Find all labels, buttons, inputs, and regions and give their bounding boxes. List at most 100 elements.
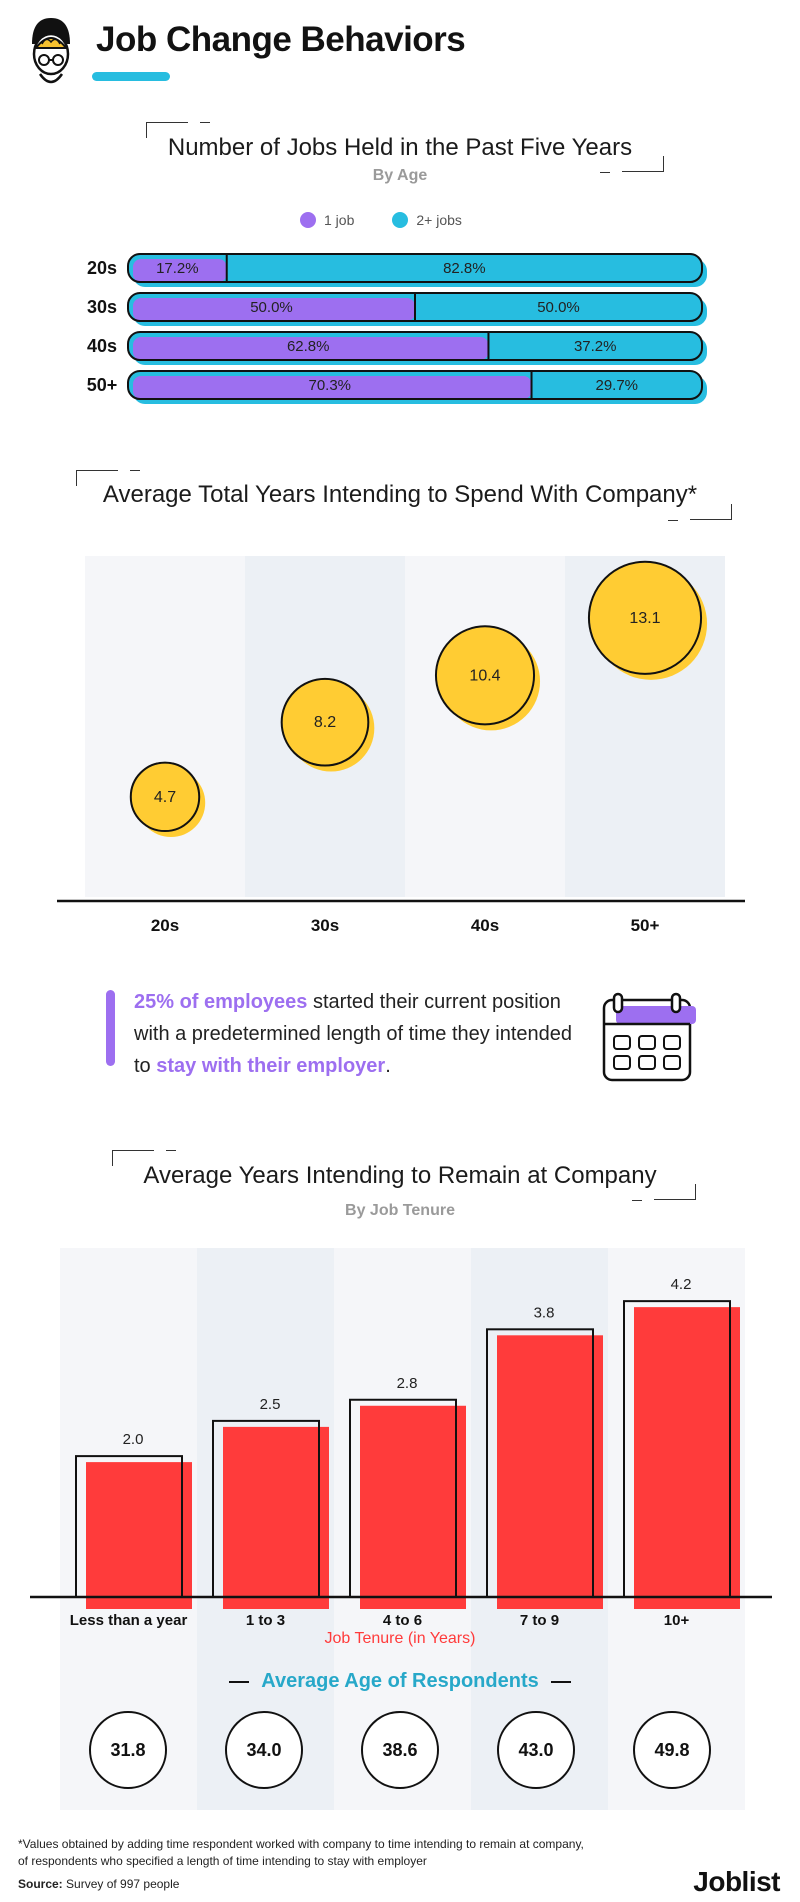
avg-age-circle: 38.6 <box>361 1711 439 1789</box>
source-label: Source: <box>18 1877 63 1891</box>
total-years-chart: 4.7 20s 8.2 30s 10.4 40s 13.1 50+ <box>57 556 745 935</box>
bar-segment-2-jobs <box>128 254 702 282</box>
remain-chart-title: Average Years Intending to Remain at Com… <box>143 1162 657 1189</box>
column-band <box>85 556 245 897</box>
page-title: Job Change Behaviors <box>96 20 466 59</box>
bar-label-2-jobs: 29.7% <box>595 377 638 394</box>
x-tick-label: 1 to 3 <box>246 1612 285 1629</box>
x-tick-label: 30s <box>311 916 339 935</box>
bubble-label: 13.1 <box>629 610 660 627</box>
remain-x-axis-title: Job Tenure (in Years) <box>324 1630 476 1647</box>
bar-outline <box>127 253 703 283</box>
footnote-line-1: *Values obtained by adding time responde… <box>18 1837 584 1851</box>
bar-label-2-jobs: 37.2% <box>574 338 617 355</box>
bar-label-1-job: 17.2% <box>156 260 199 277</box>
bracket-bottom-right <box>622 156 664 172</box>
age-label: 40s <box>87 336 117 356</box>
stat-text-end: . <box>385 1055 391 1077</box>
x-tick-label: 10+ <box>664 1612 690 1629</box>
bar-outline <box>127 370 703 400</box>
jobs-held-chart: 20s 17.2% 82.8% 30s 50.0% 50.0% 40s 62.8% 37.2% 5… <box>87 253 707 404</box>
source-text: Survey of 997 people <box>62 1877 180 1891</box>
avg-age-dash <box>550 1680 571 1683</box>
remain-chart-subtitle: By Job Tenure <box>345 1202 455 1219</box>
bubble <box>129 761 201 833</box>
calendar-icon <box>598 986 698 1086</box>
bar-label-2-jobs: 50.0% <box>537 299 580 316</box>
legend-swatch-1-job <box>300 212 316 228</box>
bar-value-label: 2.8 <box>397 1375 418 1392</box>
bar-segment-1-job <box>133 337 489 360</box>
age-label: 30s <box>87 297 117 317</box>
bar-segment-1-job <box>133 298 415 321</box>
x-tick-label: 20s <box>151 916 179 935</box>
bubble <box>587 560 703 675</box>
bracket-top-left <box>146 122 188 138</box>
legend-swatch-2-jobs <box>392 212 409 228</box>
age-label: 20s <box>87 258 117 278</box>
avg-age-dash <box>229 1680 250 1683</box>
avg-age-circle: 49.8 <box>633 1711 711 1789</box>
bar-segment-1-job <box>133 259 227 282</box>
bar <box>634 1307 740 1609</box>
footnote-line-2: of respondents who specified a length of… <box>18 1854 427 1868</box>
avg-age-header: Average Age of Respondents <box>150 1670 650 1693</box>
avg-age-circle: 43.0 <box>497 1711 575 1789</box>
bar-label-1-job: 70.3% <box>308 377 351 394</box>
bubble-label: 10.4 <box>469 667 500 684</box>
bar-label-1-job: 50.0% <box>250 299 293 316</box>
x-tick-label: 40s <box>471 916 499 935</box>
bracket-dash <box>632 1200 642 1201</box>
bar-value-label: 4.2 <box>671 1276 692 1293</box>
bracket-bottom-right <box>690 504 732 520</box>
bracket-dash <box>130 470 140 471</box>
stat-accent-bar <box>106 990 115 1066</box>
jobs-chart-subtitle: By Age <box>372 167 428 184</box>
bracket-dash <box>668 520 678 521</box>
footnote: *Values obtained by adding time responde… <box>18 1836 638 1893</box>
bar <box>223 1426 329 1609</box>
bar-label-2-jobs: 82.8% <box>443 260 486 277</box>
bracket-top-left <box>76 470 118 486</box>
bar <box>497 1335 603 1609</box>
total-years-title: Average Total Years Intending to Spend W… <box>102 481 698 508</box>
bubble <box>280 677 370 767</box>
bar-outline <box>127 331 703 361</box>
bubble <box>434 625 536 726</box>
jobs-chart-title: Number of Jobs Held in the Past Five Yea… <box>167 134 633 161</box>
bracket-dash <box>200 122 210 123</box>
stat-highlight-stay: stay with their employer <box>156 1055 386 1077</box>
x-tick-label: 7 to 9 <box>520 1612 559 1629</box>
bubble-label: 8.2 <box>314 714 336 731</box>
bracket-dash <box>166 1150 176 1151</box>
bar-segment-1-job <box>133 376 532 399</box>
legend-label-2-jobs: 2+ jobs <box>416 212 462 228</box>
bracket-dash <box>600 172 610 173</box>
bar-value-label: 3.8 <box>534 1304 555 1321</box>
source-line: Source: Survey of 997 people <box>18 1876 638 1893</box>
age-label: 50+ <box>87 375 118 395</box>
remain-years-chart: 2.0 Less than a year 2.5 1 to 3 2.8 4 to 6 3.8… <box>30 1248 772 1810</box>
brand-logo: Joblist <box>693 1866 780 1897</box>
bracket-bottom-right <box>654 1184 696 1200</box>
avg-age-title: Average Age of Respondents <box>261 1670 539 1692</box>
jobs-legend: 1 job 2+ jobs <box>300 212 520 228</box>
bar-value-label: 2.5 <box>260 1396 281 1413</box>
x-tick-label: 50+ <box>631 916 660 935</box>
mascot-icon <box>26 14 76 94</box>
bubble-label: 4.7 <box>154 789 176 806</box>
avg-age-circle: 34.0 <box>225 1711 303 1789</box>
bar-label-1-job: 62.8% <box>287 338 330 355</box>
bar-value-label: 2.0 <box>123 1431 144 1448</box>
x-tick-label: Less than a year <box>70 1612 188 1629</box>
stat-highlight-percent: 25% of employees <box>134 991 308 1013</box>
bar <box>86 1462 192 1609</box>
bar <box>360 1405 466 1609</box>
title-underline <box>92 72 170 81</box>
x-tick-label: 4 to 6 <box>383 1612 422 1629</box>
stat-text-main: started their current position with a pr… <box>134 991 573 1077</box>
bracket-top-left <box>112 1150 154 1166</box>
stat-callout: 25% of employees started their current p… <box>134 986 574 1082</box>
legend-label-1-job: 1 job <box>324 212 355 228</box>
avg-age-circle: 31.8 <box>89 1711 167 1789</box>
